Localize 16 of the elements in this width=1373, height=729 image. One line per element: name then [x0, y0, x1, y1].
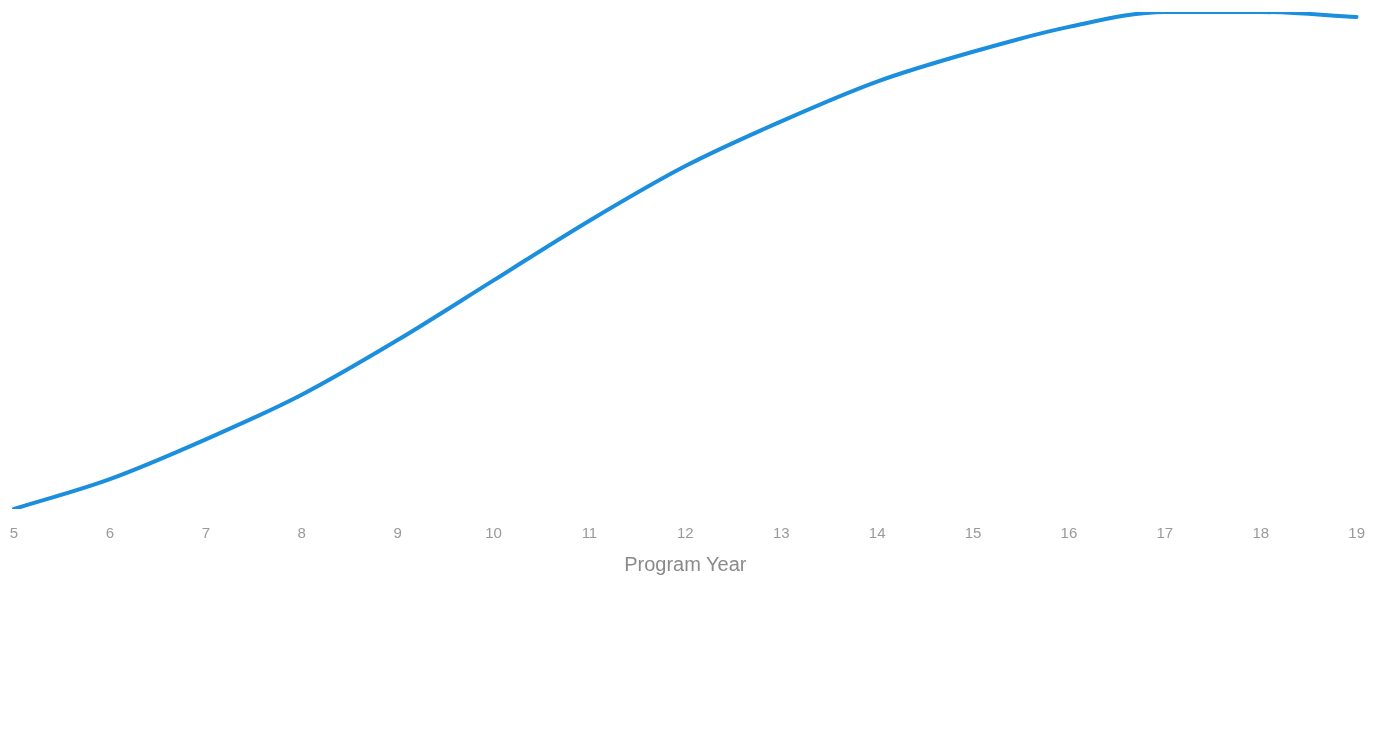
x-tick-label: 8	[297, 524, 306, 542]
x-axis-title: Program Year	[624, 552, 747, 575]
x-tick-label: 17	[1156, 524, 1174, 542]
x-tick-label: 7	[201, 524, 210, 542]
x-tick-label: 16	[1060, 524, 1078, 542]
x-tick-label: 5	[9, 524, 19, 542]
x-tick-label: 18	[1252, 524, 1270, 542]
x-tick-label: 9	[393, 524, 402, 542]
x-tick-label: 14	[868, 524, 886, 542]
x-tick-label: 11	[581, 524, 598, 542]
x-tick-label: 6	[105, 524, 115, 542]
x-tick-label: 13	[772, 524, 790, 542]
x-tick-label: 10	[485, 524, 502, 542]
x-tick-label: 15	[964, 524, 982, 542]
x-tick-label: 12	[676, 524, 694, 542]
x-tick-label: 19	[1348, 524, 1365, 542]
